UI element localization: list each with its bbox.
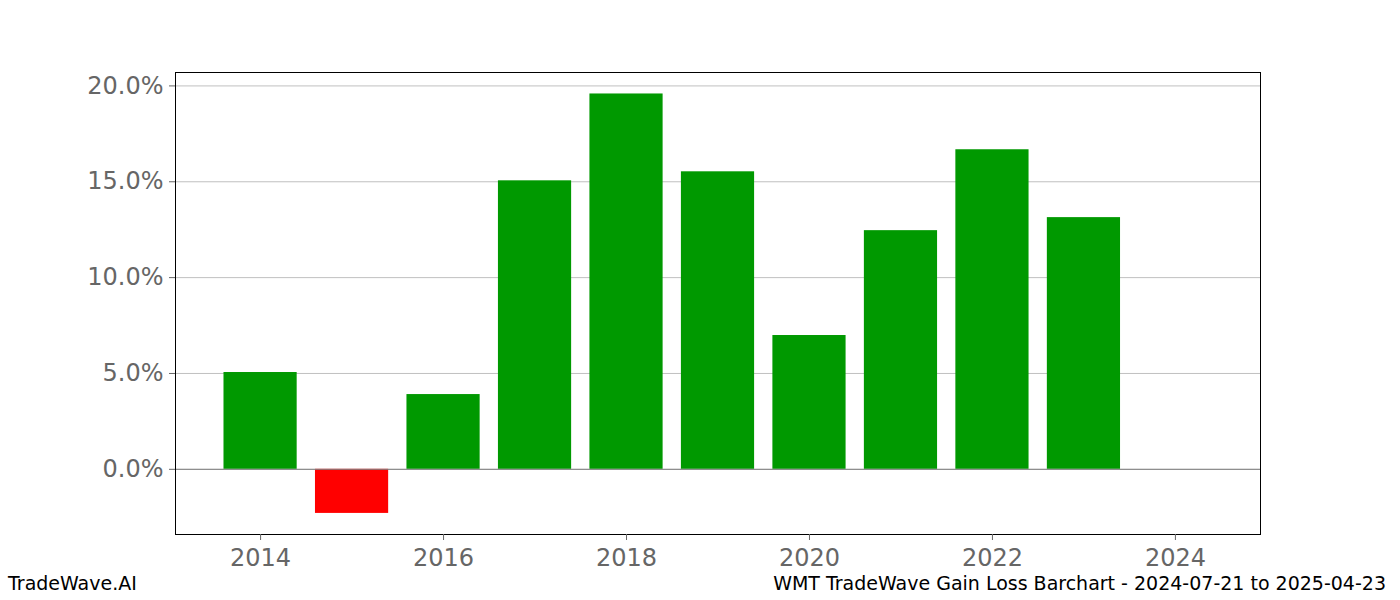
svg-text:15.0%: 15.0% bbox=[87, 167, 163, 195]
svg-text:20.0%: 20.0% bbox=[87, 72, 163, 100]
svg-text:2014: 2014 bbox=[230, 544, 291, 566]
svg-text:2016: 2016 bbox=[413, 544, 474, 566]
svg-text:5.0%: 5.0% bbox=[103, 359, 164, 387]
svg-text:10.0%: 10.0% bbox=[87, 263, 163, 291]
html-text:WMT TradeWave Gain Loss Barcha: WMT TradeWave Gain Loss Barchart - 2024-… bbox=[773, 572, 1386, 594]
svg-text:2022: 2022 bbox=[962, 544, 1023, 566]
html-text:TradeWave.AI: TradeWave.AI bbox=[8, 572, 137, 594]
svg-text:2024: 2024 bbox=[1145, 544, 1206, 566]
svg-text:2018: 2018 bbox=[596, 544, 657, 566]
svg-text:0.0%: 0.0% bbox=[103, 455, 164, 483]
svg-text:2020: 2020 bbox=[779, 544, 840, 566]
